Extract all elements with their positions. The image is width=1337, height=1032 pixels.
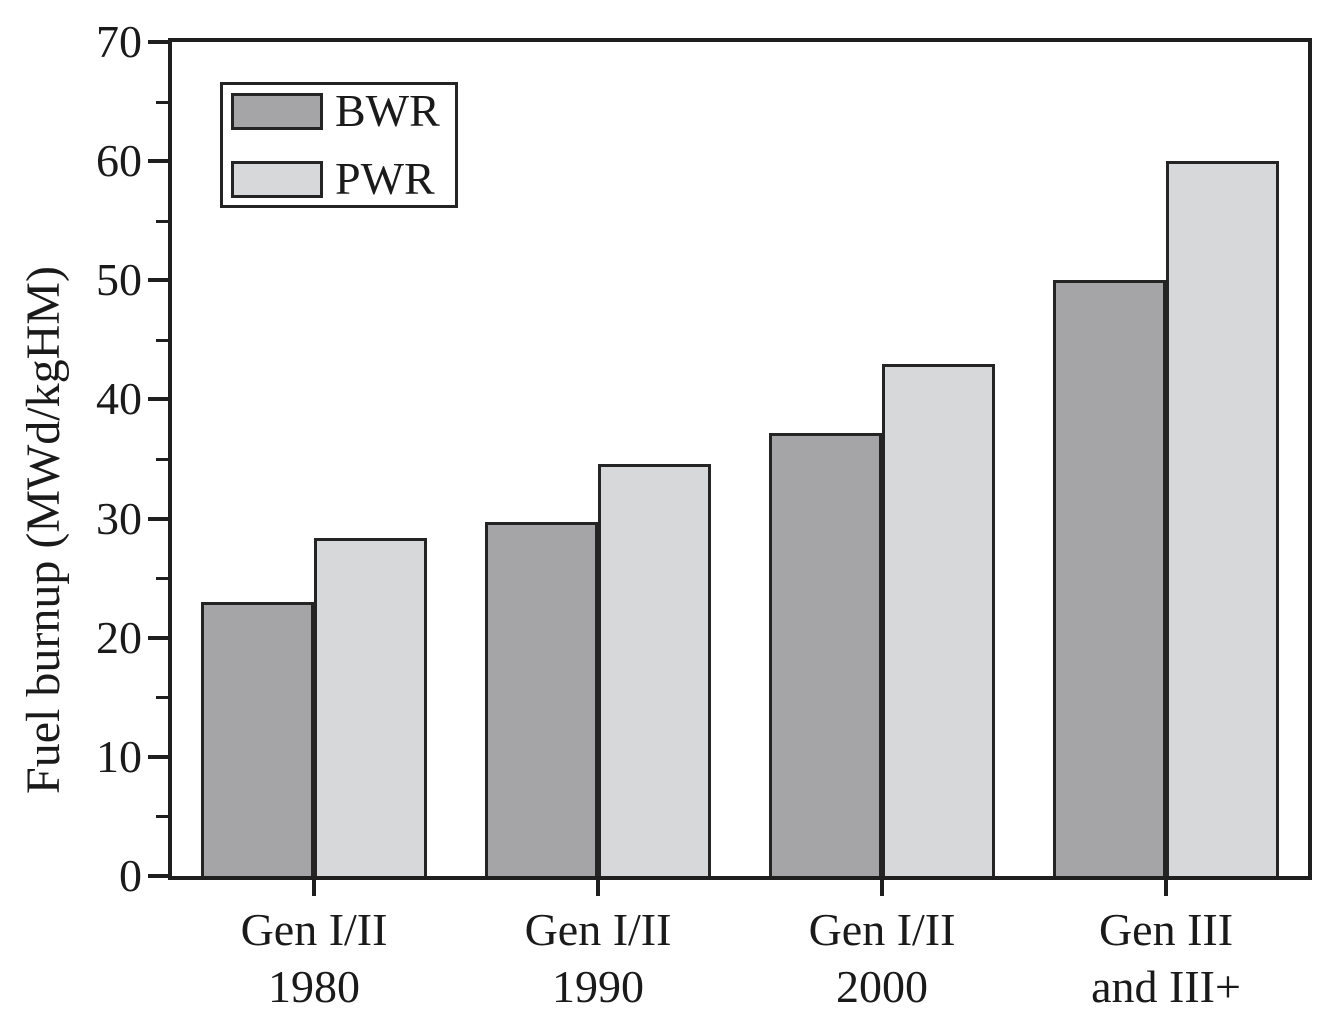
y-major-tick [148,635,168,640]
y-major-tick [148,874,168,878]
y-major-tick [148,40,168,44]
y-minor-tick [156,577,168,581]
x-category-label-line2: and III+ [1091,961,1241,1012]
x-category-label: Gen I/II 1990 [428,901,768,1015]
y-tick-label: 10 [96,730,142,782]
y-major-tick [148,754,168,759]
x-category-label-line1: Gen I/II [524,904,672,955]
x-category-label-line1: Gen I/II [240,904,388,955]
y-tick-label: 60 [96,135,142,187]
x-category-label-line2: 1990 [552,961,644,1012]
x-category-label-line2: 2000 [836,961,928,1012]
y-major-tick [148,159,168,164]
x-category-label: Gen I/II 2000 [712,901,1052,1015]
y-minor-tick [156,696,168,700]
bar-bwr [769,433,882,876]
pwr-swatch [231,160,323,198]
y-major-tick [148,397,168,402]
x-major-tick [312,880,316,896]
bar-pwr [598,464,711,876]
legend-label-pwr: PWR [335,153,435,204]
x-major-tick [880,880,884,896]
x-major-tick [1164,880,1168,896]
y-tick-label: 30 [96,492,142,544]
y-major-tick [148,278,168,283]
legend-entry-bwr: BWR [231,88,455,134]
x-category-label-line1: Gen III [1098,904,1234,955]
y-minor-tick [156,338,168,342]
y-major-tick [148,516,168,521]
x-category-label-line1: Gen I/II [808,904,956,955]
y-tick-label: 20 [96,611,142,663]
y-tick-label: 0 [119,850,142,901]
x-major-tick [596,880,600,896]
y-minor-tick [156,458,168,461]
y-minor-tick [156,100,168,104]
legend-entry-pwr: PWR [231,156,455,202]
legend-label-bwr: BWR [335,85,440,136]
bar-bwr [1053,280,1166,876]
x-category-label: Gen I/II 1980 [144,901,484,1015]
bwr-swatch [231,92,323,130]
y-minor-tick [156,815,168,819]
y-minor-tick [156,219,168,223]
x-category-label-line2: 1980 [268,961,360,1012]
legend: BWR PWR [220,82,458,208]
plot-area: BWR PWR [168,38,1312,880]
x-category-label: Gen III and III+ [996,901,1336,1015]
y-tick-label: 40 [96,373,142,425]
bar-pwr [314,538,427,876]
bar-pwr [882,364,995,876]
bar-bwr [485,522,598,876]
y-tick-label: 70 [96,16,142,67]
y-tick-label: 50 [96,254,142,306]
bar-pwr [1166,161,1279,876]
bar-bwr [201,602,314,876]
